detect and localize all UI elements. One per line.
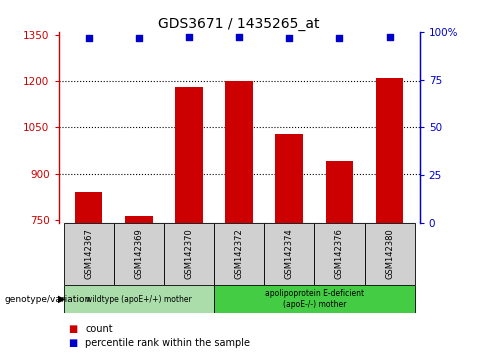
Point bbox=[285, 35, 293, 40]
Bar bbox=[264, 223, 314, 285]
Text: count: count bbox=[85, 324, 113, 333]
Bar bbox=[175, 87, 203, 354]
Bar bbox=[225, 81, 253, 354]
Text: wildtype (apoE+/+) mother: wildtype (apoE+/+) mother bbox=[86, 295, 192, 304]
Bar bbox=[125, 216, 153, 354]
Point bbox=[185, 34, 193, 40]
Bar bbox=[214, 223, 264, 285]
Text: GSM142372: GSM142372 bbox=[235, 229, 244, 279]
Bar bbox=[376, 78, 404, 354]
Point bbox=[336, 35, 344, 40]
Text: ■: ■ bbox=[68, 338, 78, 348]
Bar bbox=[214, 285, 415, 313]
Text: GSM142370: GSM142370 bbox=[184, 229, 193, 279]
Point bbox=[85, 35, 93, 40]
Text: genotype/variation: genotype/variation bbox=[5, 295, 91, 304]
Bar bbox=[164, 223, 214, 285]
Point bbox=[386, 34, 393, 40]
Bar bbox=[75, 192, 102, 354]
Point bbox=[235, 34, 243, 40]
Bar bbox=[63, 285, 214, 313]
Bar bbox=[365, 223, 415, 285]
Text: GSM142367: GSM142367 bbox=[84, 229, 93, 279]
Text: GSM142376: GSM142376 bbox=[335, 229, 344, 279]
Bar bbox=[114, 223, 164, 285]
Text: ▶: ▶ bbox=[58, 294, 65, 304]
Text: percentile rank within the sample: percentile rank within the sample bbox=[85, 338, 250, 348]
Text: GSM142374: GSM142374 bbox=[285, 229, 294, 279]
Bar bbox=[314, 223, 365, 285]
Bar bbox=[276, 133, 303, 354]
Text: apolipoprotein E-deficient
(apoE-/-) mother: apolipoprotein E-deficient (apoE-/-) mot… bbox=[265, 290, 364, 309]
Text: ■: ■ bbox=[68, 324, 78, 333]
Title: GDS3671 / 1435265_at: GDS3671 / 1435265_at bbox=[159, 17, 320, 31]
Bar bbox=[325, 161, 353, 354]
Text: GSM142380: GSM142380 bbox=[385, 229, 394, 279]
Point bbox=[135, 35, 142, 40]
Bar bbox=[63, 223, 114, 285]
Text: GSM142369: GSM142369 bbox=[134, 229, 143, 279]
